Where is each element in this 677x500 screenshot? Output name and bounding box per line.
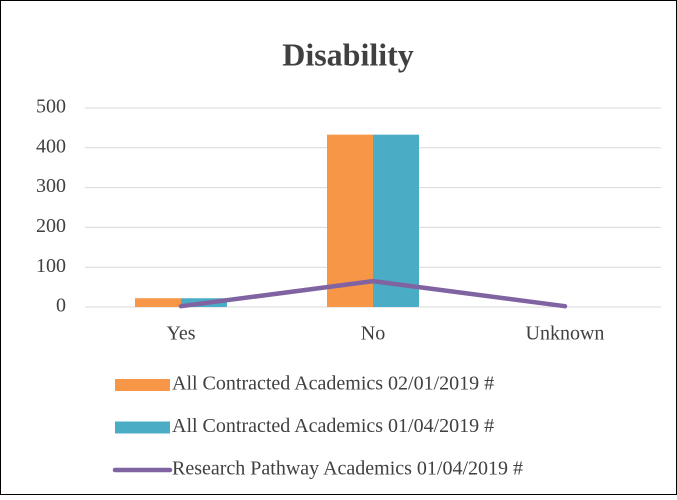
legend-swatch: [115, 421, 170, 434]
y-tick-label: 400: [36, 135, 66, 157]
y-tick-label: 0: [56, 295, 66, 317]
bar: [327, 134, 373, 307]
bar: [373, 134, 419, 307]
y-tick-label: 200: [36, 215, 66, 237]
chart-title: Disability: [282, 36, 414, 72]
legend-label: Research Pathway Academics 01/04/2019 #: [172, 458, 523, 480]
y-tick-label: 100: [36, 255, 66, 277]
legend-label: All Contracted Academics 01/04/2019 #: [172, 415, 494, 437]
line-series: [178, 278, 568, 309]
legend-label: All Contracted Academics 02/01/2019 #: [172, 373, 494, 395]
x-tick-label: Yes: [166, 323, 195, 345]
x-tick-label: Unknown: [526, 323, 605, 345]
y-tick-label: 300: [36, 175, 66, 197]
bar: [135, 298, 181, 307]
y-tick-label: 500: [36, 96, 66, 118]
x-tick-label: No: [361, 323, 385, 345]
legend-swatch: [115, 379, 170, 391]
